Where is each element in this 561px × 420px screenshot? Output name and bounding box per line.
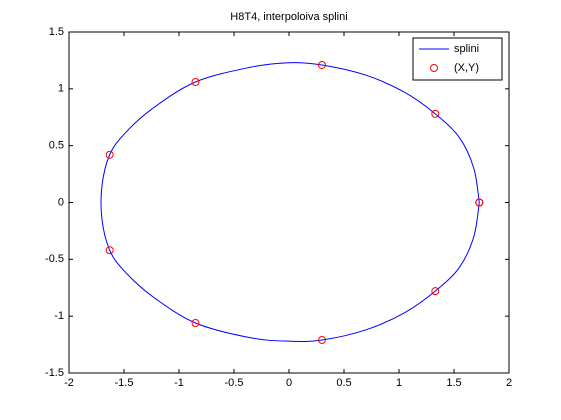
data-point — [318, 336, 326, 345]
spline-line — [100, 62, 480, 342]
legend-swatch — [430, 64, 438, 72]
x-tick-label: -1 — [174, 377, 184, 389]
x-tick-label: -1.5 — [115, 377, 134, 389]
chart-title: H8T4, interpoloiva splini — [230, 11, 347, 23]
data-point — [475, 198, 484, 207]
x-tick-label: 0 — [286, 377, 292, 389]
axes-box — [68, 31, 510, 374]
data-point — [191, 78, 200, 87]
data-point — [431, 109, 440, 118]
data-point — [105, 150, 114, 159]
x-tick-label: -2 — [64, 377, 74, 389]
data-point — [105, 246, 114, 255]
x-tick-label: 0.5 — [336, 377, 351, 389]
data-point — [191, 318, 200, 327]
x-tick-label: 1.5 — [446, 377, 461, 389]
x-tick-label: -0.5 — [225, 377, 244, 389]
legend-box — [412, 37, 503, 81]
y-tick-label: 1.5 — [49, 26, 64, 38]
x-tick-label: 1 — [396, 377, 402, 389]
y-tick-label: -0.5 — [45, 253, 64, 265]
legend-label: (X,Y) — [454, 62, 479, 74]
data-point — [318, 60, 326, 69]
y-tick-label: 0 — [58, 196, 64, 208]
data-point — [431, 287, 440, 296]
y-tick-label: -1 — [54, 310, 64, 322]
legend-label: splini — [454, 43, 479, 55]
y-tick-label: 0.5 — [49, 140, 64, 152]
x-tick-label: 2 — [506, 377, 512, 389]
y-tick-label: -1.5 — [45, 367, 64, 379]
y-tick-label: 1 — [58, 83, 64, 95]
